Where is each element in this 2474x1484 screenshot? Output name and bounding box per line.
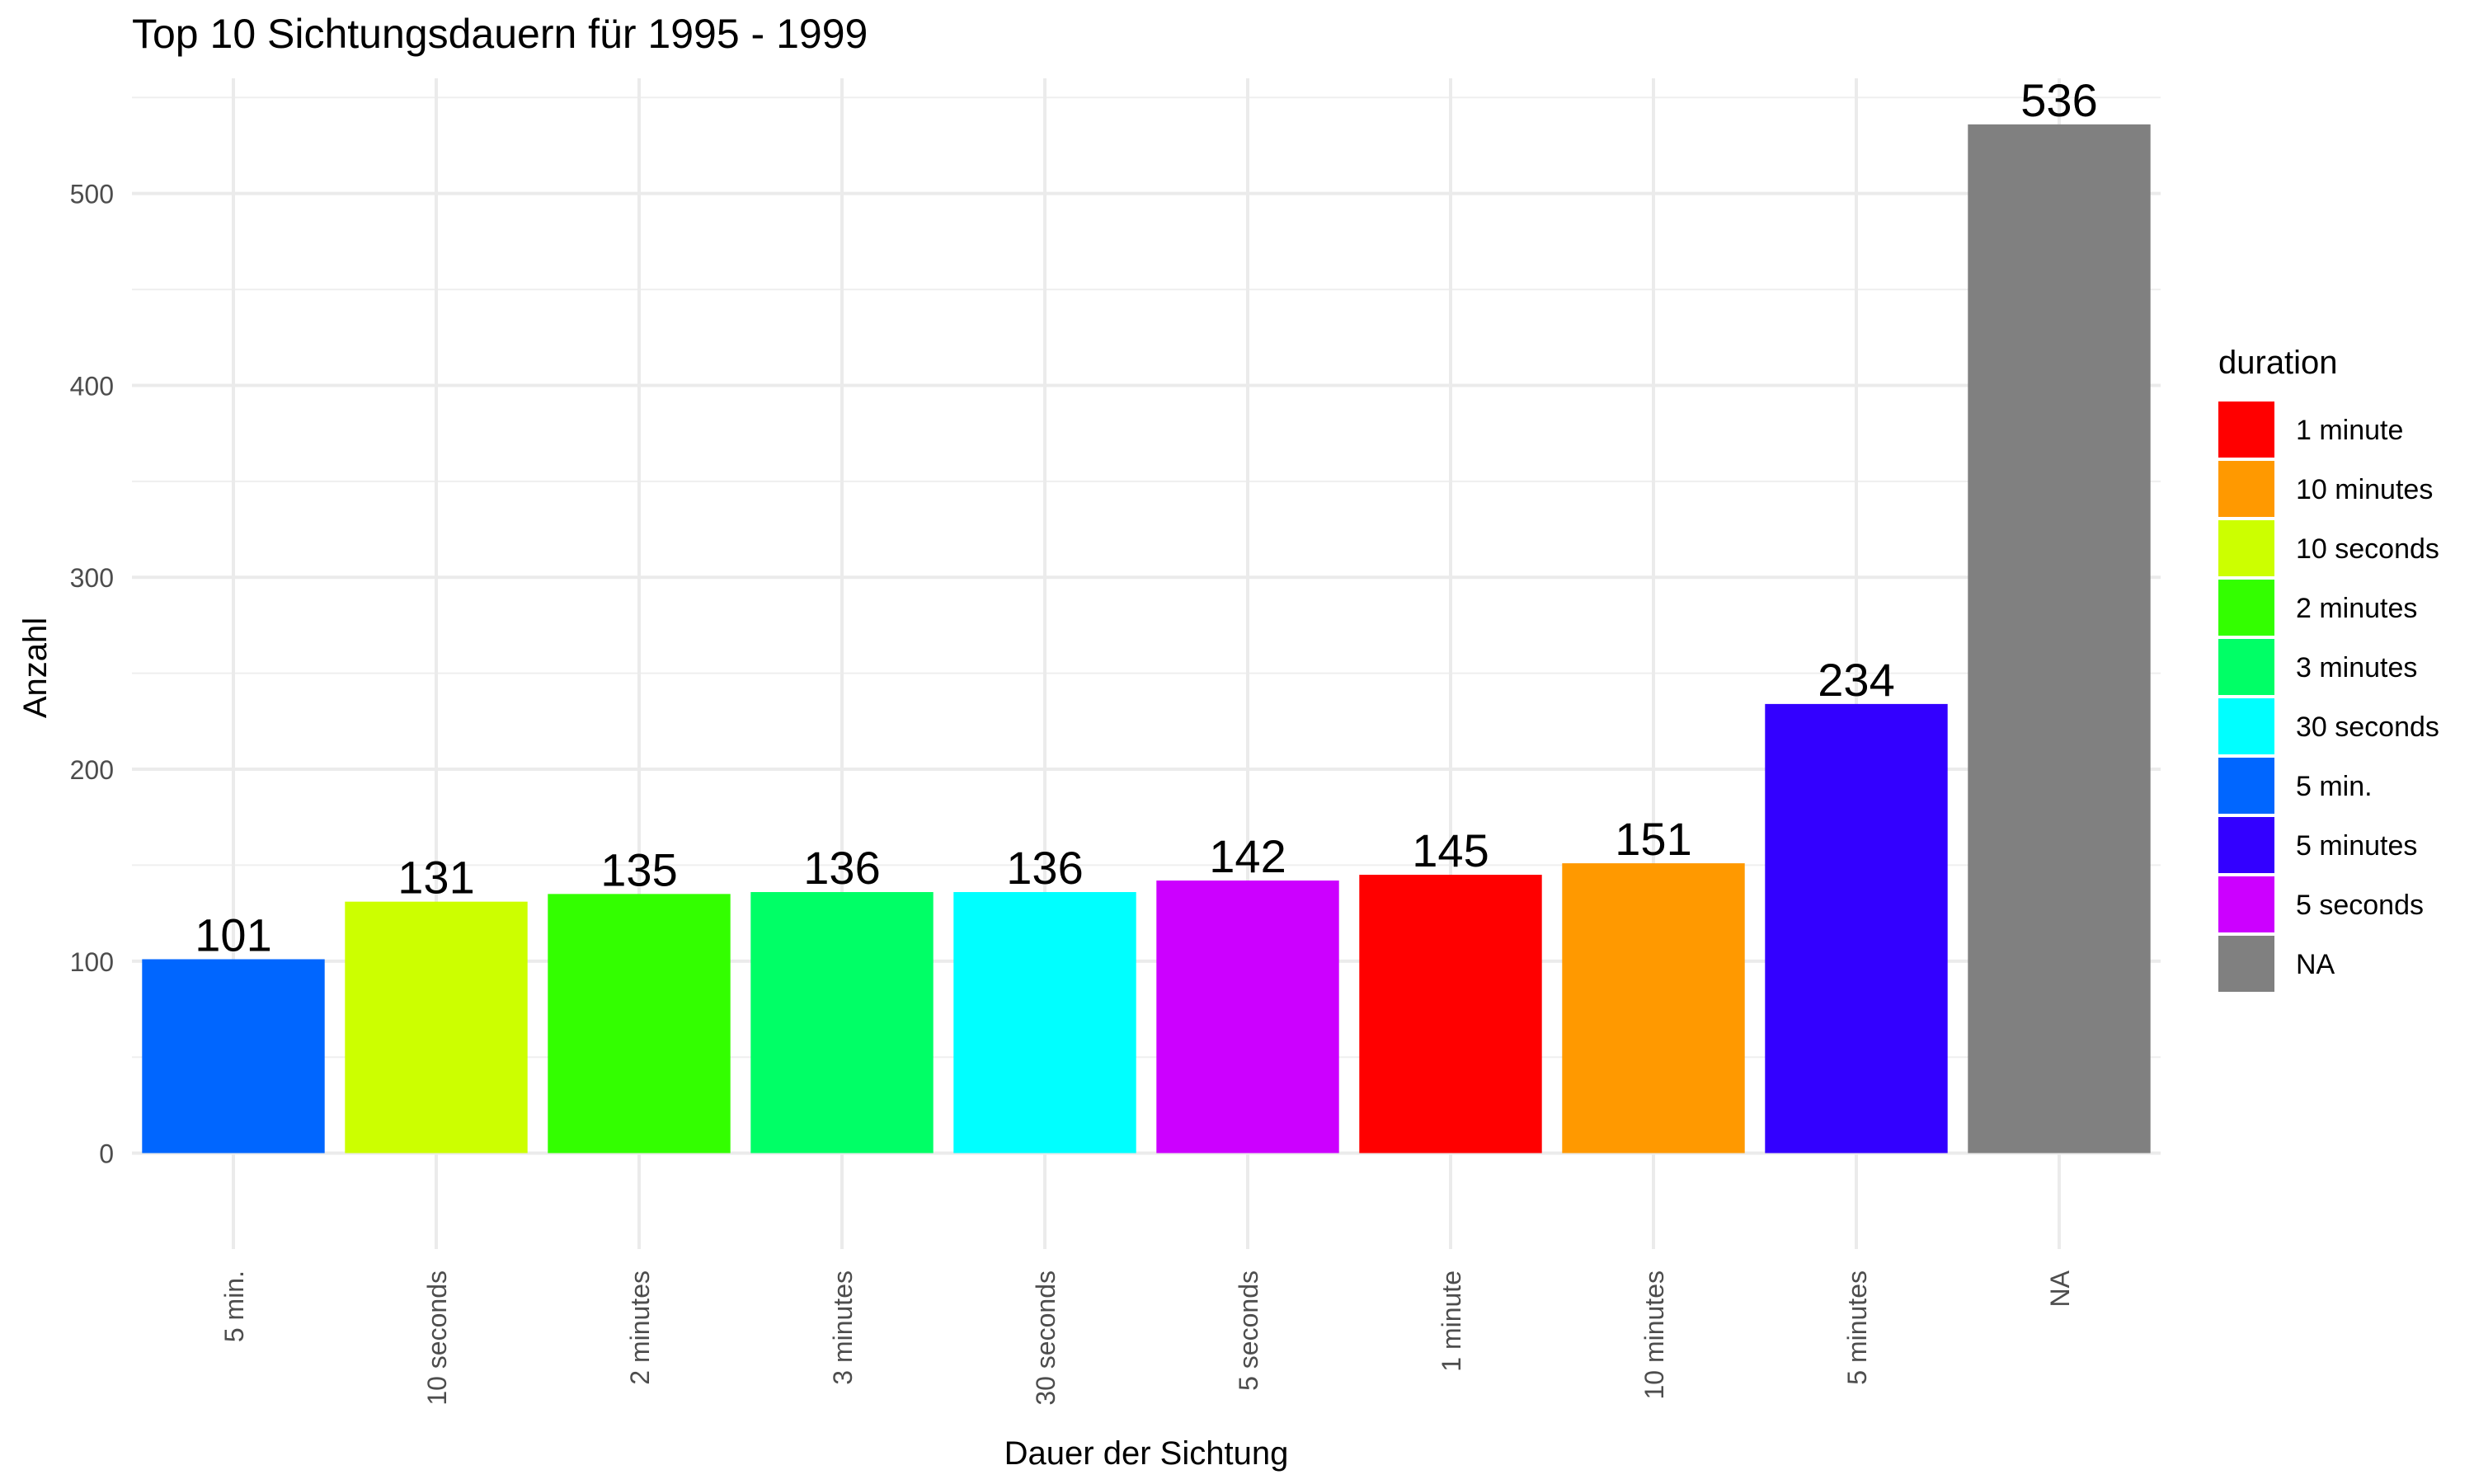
legend-label: 2 minutes [2296,593,2417,624]
x-tick-label: 30 seconds [1031,1270,1061,1406]
bar [1562,863,1745,1153]
y-axis: 0 100 200 300 400 500 [70,180,114,1169]
bar [1765,703,1948,1153]
bar [750,892,934,1153]
legend-label: NA [2296,949,2335,980]
legend-label: 3 minutes [2296,652,2417,683]
x-tick-label: 10 minutes [1639,1270,1669,1400]
x-tick-label: 5 seconds [1234,1270,1263,1391]
x-tick-label: 5 min. [219,1270,249,1342]
x-tick-label: 3 minutes [828,1270,858,1385]
bar-value-label: 101 [195,909,271,960]
bar-value-label: 136 [803,842,880,894]
x-tick-label: NA [2045,1270,2075,1307]
x-tick-label: 5 minutes [1842,1270,1872,1385]
bar-value-label: 151 [1615,813,1691,865]
x-tick-label: 1 minute [1437,1270,1466,1372]
legend-swatch [2218,402,2274,458]
bar [1968,124,2151,1153]
bar [1156,881,1339,1153]
y-tick-label: 300 [70,563,114,593]
bar [548,894,731,1153]
y-tick-label: 500 [70,180,114,209]
legend-label: 5 seconds [2296,890,2424,921]
x-tick-label: 10 seconds [422,1270,452,1406]
legend-label: 5 min. [2296,771,2373,802]
legend-label: 1 minute [2296,415,2403,446]
legend-swatch [2218,876,2274,932]
bar-value-label: 142 [1209,830,1286,882]
y-tick-label: 200 [70,755,114,785]
legend-label: 10 minutes [2296,474,2433,505]
bar [953,892,1136,1153]
legend-swatch [2218,936,2274,992]
legend-swatch [2218,639,2274,695]
legend-label: 10 seconds [2296,533,2439,565]
value-labels: 101 131 135 136 136 142 145 151 234 536 [195,74,2097,961]
y-axis-label: Anzahl [17,618,54,718]
x-axis: 5 min. 10 seconds 2 minutes 3 minutes 30 sec… [219,1270,2075,1405]
chart-title: Top 10 Sichtungsdauern für 1995 - 1999 [132,11,868,57]
bar-value-label: 145 [1412,824,1489,876]
legend-swatch [2218,817,2274,873]
x-tick-label: 2 minutes [625,1270,655,1385]
y-tick-label: 0 [99,1139,114,1169]
x-axis-label: Dauer der Sichtung [1004,1435,1289,1472]
bars [142,124,2151,1153]
bar-value-label: 131 [397,852,474,904]
legend-swatch [2218,520,2274,576]
bar-value-label: 135 [600,843,677,895]
y-tick-label: 400 [70,371,114,401]
bar [142,959,325,1153]
legend-label: 5 minutes [2296,830,2417,862]
bar-value-label: 234 [1818,654,1894,706]
legend-label: 30 seconds [2296,711,2439,743]
legend-swatch [2218,698,2274,754]
legend-swatch [2218,461,2274,517]
bar-value-label: 136 [1006,842,1083,894]
y-tick-label: 100 [70,947,114,977]
bar [1359,875,1542,1153]
bar-value-label: 536 [2020,74,2097,126]
legend: duration 1 minute 10 minutes 10 seconds 2 m… [2218,345,2439,992]
legend-title: duration [2218,345,2338,381]
legend-swatch [2218,580,2274,636]
bar [345,901,528,1153]
legend-swatch [2218,758,2274,814]
